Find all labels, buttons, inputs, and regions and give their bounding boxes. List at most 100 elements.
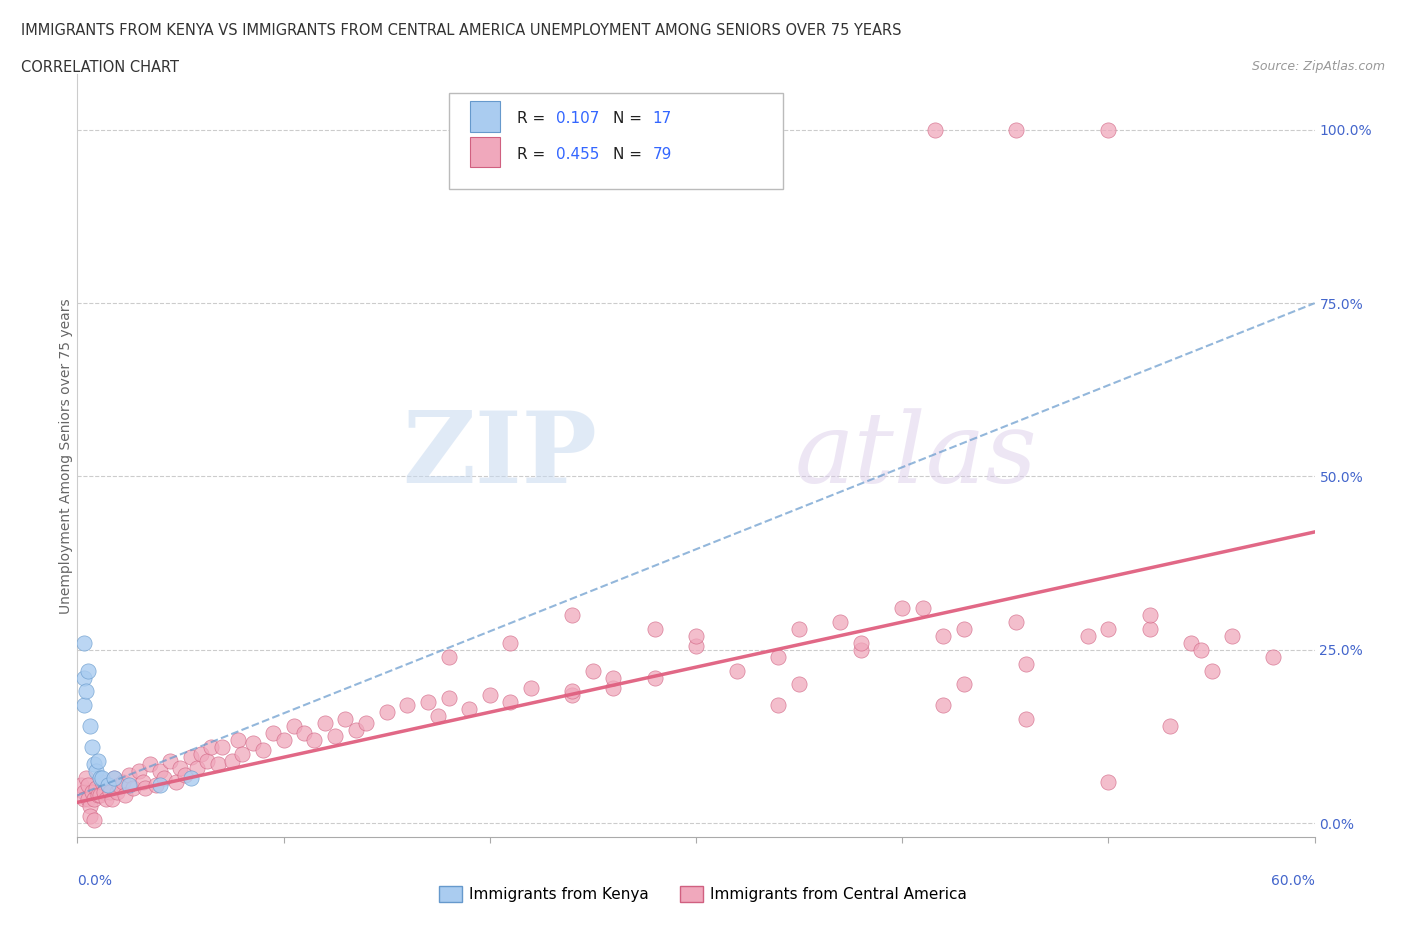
- Point: [323, 729, 346, 744]
- Point: [89, 771, 111, 786]
- Text: 79: 79: [652, 147, 672, 162]
- Point: [602, 671, 624, 685]
- Text: 0.0%: 0.0%: [77, 874, 112, 888]
- Point: [79, 719, 101, 734]
- Point: [1139, 607, 1161, 622]
- Point: [72, 785, 94, 800]
- Point: [91, 771, 114, 786]
- Point: [1189, 643, 1212, 658]
- Point: [134, 781, 156, 796]
- Text: 0.455: 0.455: [557, 147, 599, 162]
- Point: [165, 774, 187, 789]
- Point: [180, 750, 202, 764]
- Point: [98, 785, 121, 800]
- Point: [221, 753, 243, 768]
- Point: [105, 785, 128, 800]
- Text: Source: ZipAtlas.com: Source: ZipAtlas.com: [1251, 60, 1385, 73]
- Point: [138, 757, 160, 772]
- Point: [1159, 719, 1181, 734]
- Point: [953, 677, 976, 692]
- Point: [520, 681, 543, 696]
- Point: [76, 663, 98, 678]
- Point: [114, 788, 136, 803]
- Point: [644, 671, 666, 685]
- Point: [91, 774, 114, 789]
- Point: [79, 798, 101, 813]
- Point: [458, 701, 481, 716]
- Point: [72, 671, 94, 685]
- Point: [891, 601, 914, 616]
- Point: [932, 629, 955, 644]
- FancyBboxPatch shape: [470, 137, 501, 167]
- Point: [200, 739, 222, 754]
- Point: [685, 639, 707, 654]
- Point: [153, 771, 176, 786]
- Point: [72, 791, 94, 806]
- Point: [1015, 657, 1038, 671]
- Point: [70, 777, 93, 792]
- Text: CORRELATION CHART: CORRELATION CHART: [21, 60, 179, 75]
- Point: [830, 615, 852, 630]
- Text: IMMIGRANTS FROM KENYA VS IMMIGRANTS FROM CENTRAL AMERICA UNEMPLOYMENT AMONG SENI: IMMIGRANTS FROM KENYA VS IMMIGRANTS FROM…: [21, 23, 901, 38]
- Point: [437, 649, 460, 664]
- Point: [80, 739, 103, 754]
- Point: [292, 725, 315, 740]
- Point: [314, 715, 336, 730]
- Point: [149, 764, 172, 778]
- Point: [242, 736, 264, 751]
- Y-axis label: Unemployment Among Seniors over 75 years: Unemployment Among Seniors over 75 years: [59, 298, 73, 614]
- Point: [644, 621, 666, 636]
- Point: [354, 715, 377, 730]
- Point: [118, 767, 141, 782]
- Point: [304, 733, 326, 748]
- Point: [427, 709, 450, 724]
- Point: [1004, 615, 1026, 630]
- Point: [180, 771, 202, 786]
- Point: [1139, 621, 1161, 636]
- Point: [111, 774, 134, 789]
- Point: [149, 777, 172, 792]
- Point: [262, 725, 284, 740]
- Point: [122, 781, 145, 796]
- Point: [159, 753, 181, 768]
- Point: [1097, 621, 1119, 636]
- Point: [87, 788, 110, 803]
- Point: [344, 722, 367, 737]
- Point: [911, 601, 934, 616]
- Point: [561, 607, 583, 622]
- Text: R =: R =: [516, 111, 550, 126]
- Text: 0.107: 0.107: [557, 111, 599, 126]
- Legend: Immigrants from Kenya, Immigrants from Central America: Immigrants from Kenya, Immigrants from C…: [433, 880, 973, 909]
- Point: [195, 753, 218, 768]
- Point: [132, 774, 155, 789]
- Point: [932, 698, 955, 712]
- Point: [97, 777, 120, 792]
- Text: 60.0%: 60.0%: [1271, 874, 1315, 888]
- Point: [207, 757, 229, 772]
- Point: [76, 791, 98, 806]
- Point: [1004, 123, 1026, 138]
- Point: [83, 791, 105, 806]
- Point: [72, 635, 94, 650]
- Point: [1097, 774, 1119, 789]
- Point: [768, 649, 790, 664]
- Point: [103, 771, 125, 786]
- Text: atlas: atlas: [794, 408, 1038, 503]
- Point: [768, 698, 790, 712]
- Text: N =: N =: [613, 111, 647, 126]
- Point: [1180, 635, 1202, 650]
- Point: [211, 739, 233, 754]
- Point: [84, 781, 107, 796]
- Text: 17: 17: [652, 111, 672, 126]
- Point: [437, 691, 460, 706]
- Point: [1015, 711, 1038, 726]
- Text: ZIP: ZIP: [402, 407, 598, 504]
- Point: [849, 635, 872, 650]
- Point: [97, 777, 120, 792]
- Point: [186, 760, 208, 775]
- Point: [103, 771, 125, 786]
- Point: [75, 684, 97, 698]
- Point: [924, 123, 946, 138]
- Point: [84, 764, 107, 778]
- Point: [83, 757, 105, 772]
